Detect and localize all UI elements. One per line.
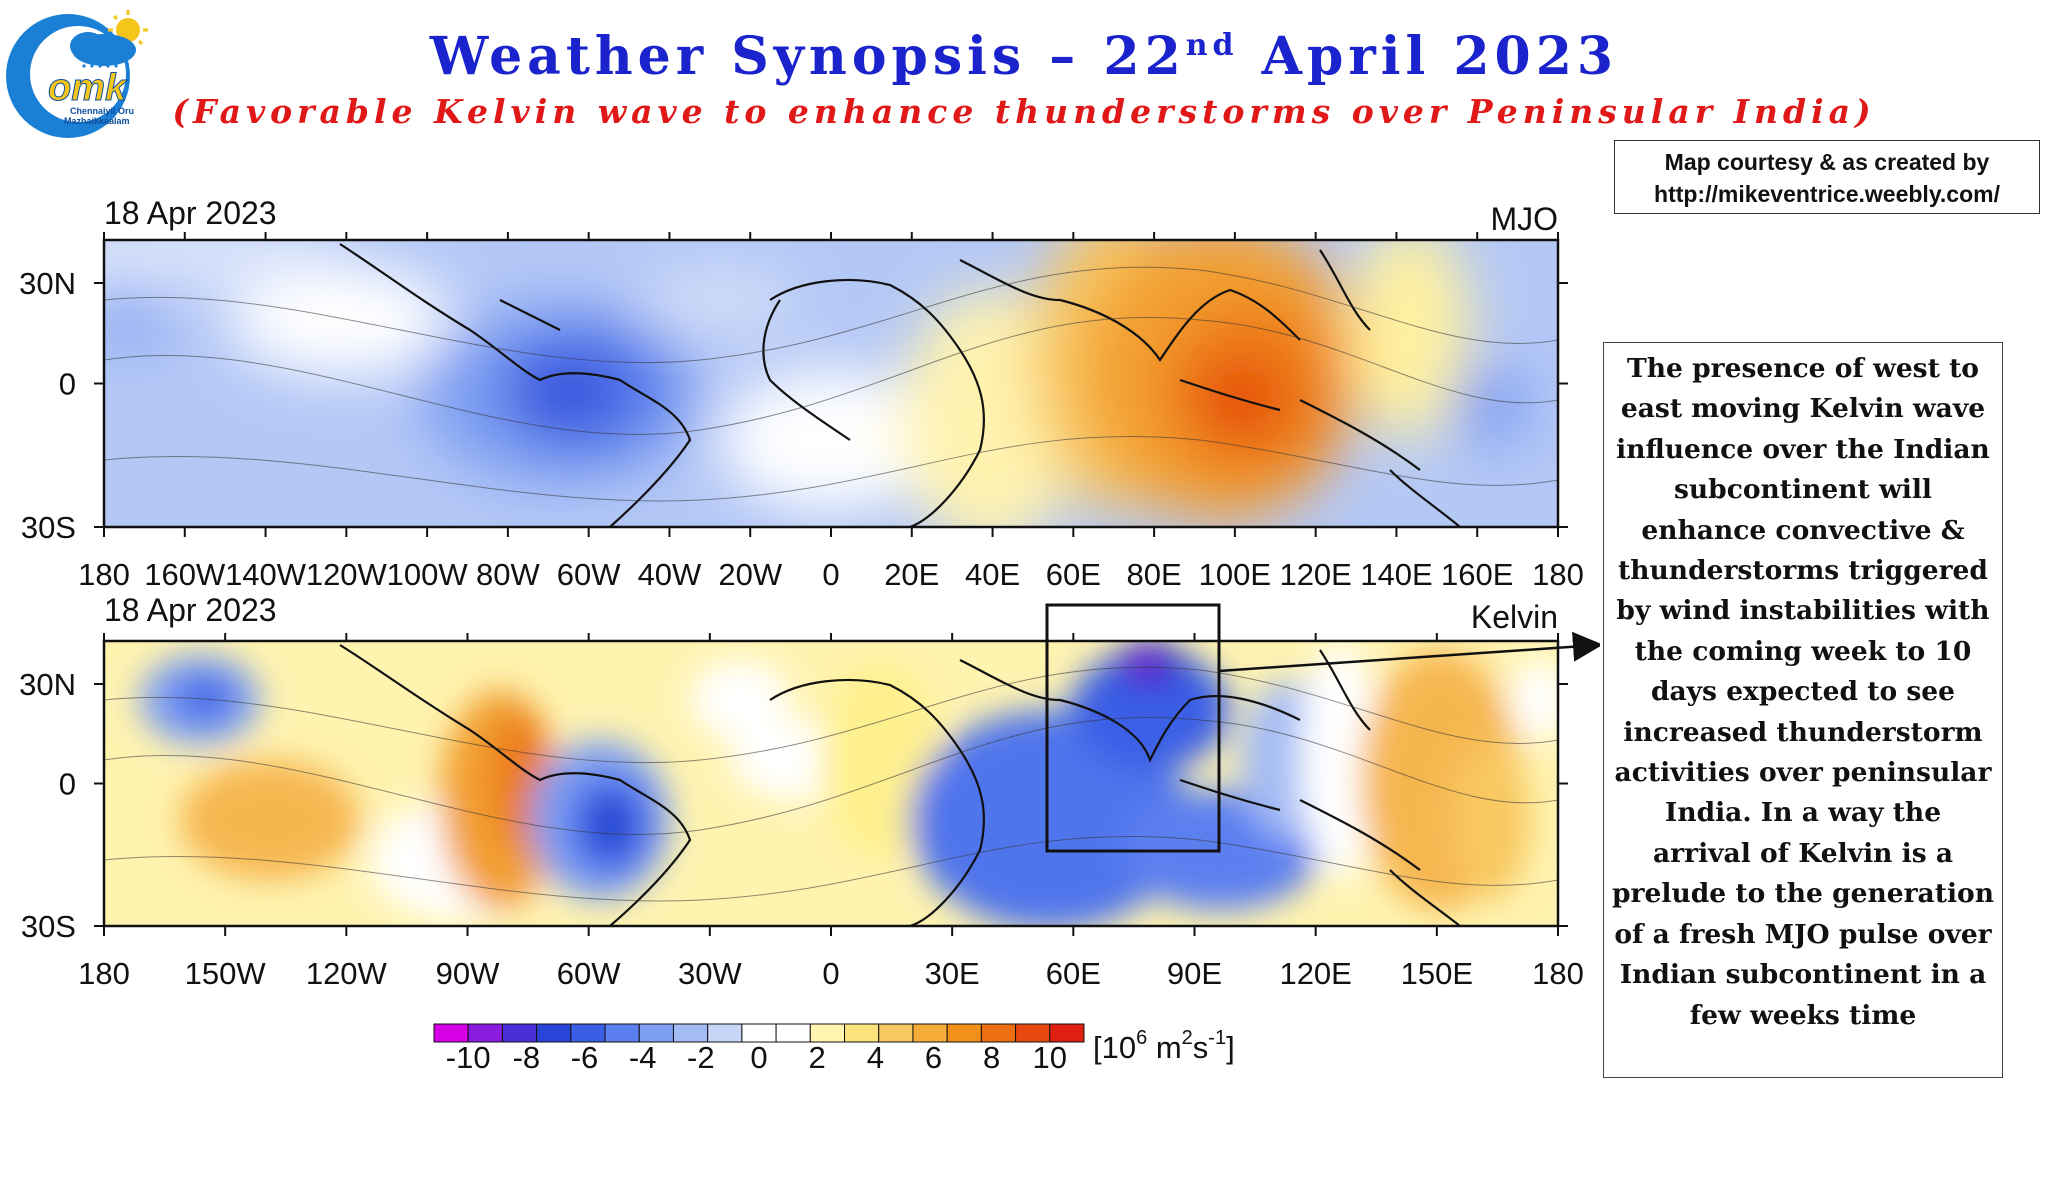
lon-tick-label: 60E	[1046, 557, 1101, 592]
logo-line2: Mazhaikkaalam	[64, 116, 130, 126]
omk-logo: omk Chennaiyil Oru Mazhaikkaalam	[6, 10, 148, 138]
lat-tick-label: 0	[59, 767, 76, 802]
courtesy-line-1: Map courtesy & as created by	[1664, 149, 1990, 175]
lon-tick-label: 30E	[925, 956, 980, 991]
colorbar-label: 2	[809, 1040, 826, 1075]
lon-tick-label: 0	[822, 557, 839, 592]
lon-tick-label: 100W	[387, 557, 469, 592]
courtesy-link[interactable]: http://mikeventrice.weebly.com/	[1654, 181, 2000, 207]
kelvin-coastlines	[339, 644, 1461, 926]
lon-tick-label: 40W	[638, 557, 702, 592]
kelvin-map-date: 18 Apr 2023	[104, 592, 277, 628]
lon-tick-label: 40E	[965, 557, 1020, 592]
logo-mark: omk	[48, 67, 128, 109]
colorbar-label: -8	[513, 1040, 541, 1075]
colorbar-label: -4	[629, 1040, 657, 1075]
colorbar-label: -2	[687, 1040, 715, 1075]
lon-tick-label: 120W	[306, 557, 388, 592]
explanation-note: The presence of west to east moving Kelv…	[1603, 342, 2003, 1078]
india-highlight-box	[1045, 603, 1221, 853]
colorbar: -10 -8 -6 -4 -2 0 2 4 6 8 10	[433, 1023, 1085, 1075]
lat-tick-label: 0	[59, 367, 76, 402]
lon-tick-label: 0	[822, 956, 839, 991]
colorbar-swatch	[775, 1023, 811, 1043]
lon-tick-label: 160W	[144, 557, 226, 592]
lon-tick-label: 140E	[1360, 557, 1432, 592]
lon-tick-label: 60W	[557, 956, 621, 991]
lon-tick-label: 150W	[185, 956, 267, 991]
colorbar-label: 10	[1033, 1040, 1067, 1075]
lon-tick-label: 180	[1532, 557, 1584, 592]
lon-tick-label: 100E	[1199, 557, 1271, 592]
sun-icon	[116, 18, 140, 42]
lon-tick-label: 120E	[1279, 956, 1351, 991]
pointer-arrow	[1218, 631, 1600, 673]
lat-tick-label: 30S	[21, 909, 76, 944]
lon-tick-label: 90W	[436, 956, 500, 991]
colorbar-swatch	[946, 1023, 982, 1043]
logo-line1: Chennaiyil Oru	[70, 106, 134, 116]
lat-tick-label: 30S	[21, 510, 76, 545]
lon-tick-label: 60E	[1046, 956, 1101, 991]
lon-tick-label: 150E	[1401, 956, 1473, 991]
colorbar-swatch	[536, 1023, 572, 1043]
colorbar-swatch	[1049, 1023, 1085, 1043]
lon-tick-label: 80E	[1127, 557, 1182, 592]
lon-tick-label: 160E	[1441, 557, 1513, 592]
lon-tick-label: 30W	[678, 956, 742, 991]
lat-tick-label: 30N	[19, 667, 76, 702]
mjo-axis-ticks: 180 160W 140W 120W 100W 80W 60W 40W 20W 0 20E 40E 60…	[19, 232, 1584, 592]
colorbar-label: -6	[571, 1040, 599, 1075]
colorbar-label: 8	[983, 1040, 1000, 1075]
lon-tick-label: 180	[1532, 956, 1584, 991]
lon-tick-label: 180	[78, 557, 130, 592]
lon-tick-label: 90E	[1167, 956, 1222, 991]
mjo-anomaly-field	[104, 240, 1558, 527]
lon-tick-label: 120E	[1279, 557, 1351, 592]
colorbar-label: 4	[867, 1040, 884, 1075]
page-subtitle: (Favorable Kelvin wave to enhance thunde…	[172, 92, 1876, 131]
map-courtesy-box: Map courtesy & as created by http://mike…	[1614, 140, 2040, 214]
mjo-coastlines	[339, 243, 1461, 527]
lon-tick-label: 180	[78, 956, 130, 991]
colorbar-label: -10	[446, 1040, 491, 1075]
weather-maps: 18 Apr 2023 MJO	[19, 195, 1600, 1075]
lat-tick-label: 30N	[19, 266, 76, 301]
lon-tick-label: 20W	[718, 557, 782, 592]
colorbar-label: 0	[750, 1040, 767, 1075]
page-title: Weather Synopsis – 22nd April 2023	[429, 26, 1619, 87]
kelvin-map-field-label: Kelvin	[1471, 599, 1558, 635]
colorbar-label: 6	[925, 1040, 942, 1075]
kelvin-axis-ticks: 180 150W 120W 90W 60W 30W 0 30E 60E 90E 120E 150E 18…	[19, 633, 1584, 991]
lon-tick-label: 120W	[306, 956, 388, 991]
mjo-map-field-label: MJO	[1490, 201, 1558, 237]
colorbar-unit: [106 m2s-1]	[1093, 1027, 1235, 1065]
lon-tick-label: 20E	[884, 557, 939, 592]
lon-tick-label: 80W	[476, 557, 540, 592]
mjo-map-panel: 18 Apr 2023 MJO	[19, 195, 1584, 592]
mjo-map-date: 18 Apr 2023	[104, 195, 277, 231]
kelvin-map-panel: 18 Apr 2023 Kelvin	[19, 592, 1600, 991]
kelvin-anomaly-field	[104, 641, 1558, 926]
lon-tick-label: 140W	[225, 557, 307, 592]
lon-tick-label: 60W	[557, 557, 621, 592]
